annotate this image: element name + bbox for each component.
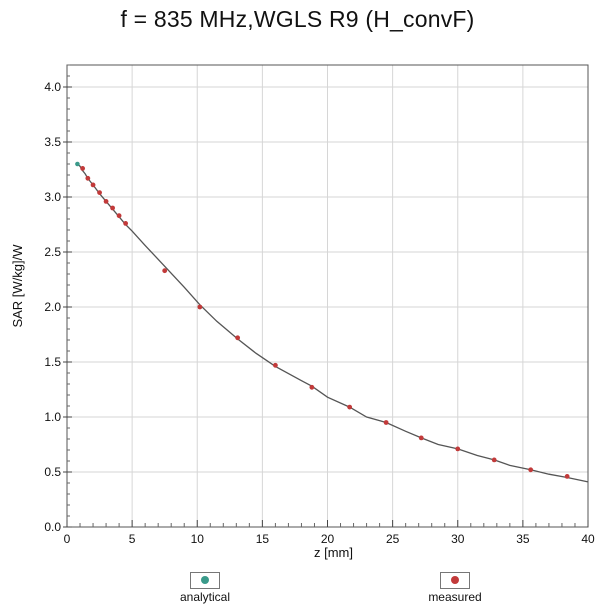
x-tick-label: 10 [191, 532, 205, 546]
y-axis-label: SAR [W/kg]/W [10, 244, 25, 328]
legend-measured: measured [420, 572, 490, 604]
x-tick-label: 30 [451, 532, 465, 546]
measured-point [273, 362, 278, 368]
y-tick-label: 4.0 [44, 80, 61, 94]
x-tick-label: 40 [581, 532, 595, 546]
legend-measured-marker [451, 576, 459, 584]
measured-point [103, 199, 109, 204]
measured-point [309, 384, 315, 390]
legend-measured-swatch [440, 572, 470, 589]
grid-lines [66, 65, 589, 528]
analytical-line [76, 163, 589, 483]
y-tick-label: 2.0 [44, 300, 61, 314]
measured-point [162, 268, 168, 274]
measured-point [116, 213, 122, 219]
x-tick-label: 0 [64, 532, 71, 546]
y-tick-label: 1.0 [44, 410, 61, 424]
x-tick-label: 25 [386, 532, 400, 546]
measured-point [528, 467, 534, 473]
measured-point [455, 446, 461, 452]
measured-point [123, 221, 129, 226]
measured-point [491, 457, 497, 463]
y-tick-label: 1.5 [44, 355, 61, 369]
y-tick-label: 0.5 [44, 465, 61, 479]
measured-point [347, 404, 353, 410]
measured-point [564, 474, 570, 479]
y-tick-label: 3.5 [44, 135, 61, 149]
legend-analytical-label: analytical [179, 590, 231, 604]
legend-analytical: analytical [170, 572, 240, 604]
x-tick-label: 35 [516, 532, 530, 546]
measured-point [383, 420, 389, 425]
analytical-curve [75, 161, 589, 483]
y-tick-label: 0.0 [44, 520, 61, 534]
y-tick-label: 3.0 [44, 190, 61, 204]
analytical-point [75, 161, 80, 167]
legend-analytical-marker [201, 576, 209, 584]
x-tick-label: 15 [256, 532, 270, 546]
axis-ticks: 0 5 10 15 20 25 30 35 40 0.0 0.5 1.0 1.5 2.0 2.5 3.0 3.5… [44, 64, 595, 546]
measured-point [97, 190, 102, 196]
measured-point [197, 304, 203, 310]
measured-points [80, 166, 570, 479]
x-tick-label: 5 [129, 532, 136, 546]
measured-point [110, 205, 115, 211]
y-tick-label: 2.5 [44, 245, 61, 259]
legend-measured-label: measured [428, 590, 482, 604]
measured-point [90, 182, 96, 188]
measured-point [235, 335, 241, 341]
x-axis-label: z [mm] [314, 545, 353, 560]
chart-title: f = 835 MHz,WGLS R9 (H_convF) [120, 6, 475, 32]
measured-point [85, 175, 91, 181]
x-tick-label: 20 [321, 532, 335, 546]
measured-point [80, 166, 86, 171]
legend-analytical-swatch [190, 572, 220, 589]
measured-point [418, 435, 424, 441]
